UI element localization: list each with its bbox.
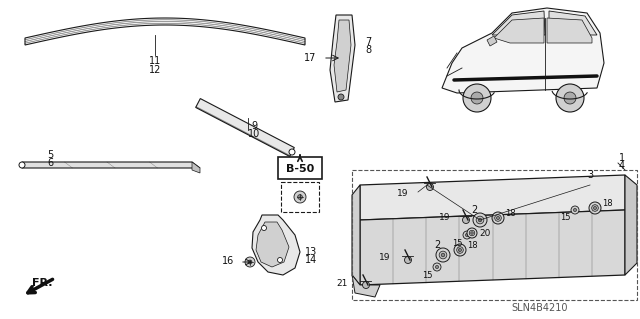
Circle shape: [436, 248, 450, 262]
Text: 6: 6: [47, 158, 53, 168]
Circle shape: [573, 208, 577, 211]
Text: 21: 21: [337, 278, 348, 287]
Circle shape: [458, 249, 461, 251]
Text: 19: 19: [378, 254, 390, 263]
Polygon shape: [360, 175, 625, 220]
Circle shape: [556, 84, 584, 112]
Circle shape: [454, 244, 466, 256]
Text: 13: 13: [305, 247, 317, 257]
Circle shape: [262, 226, 266, 231]
Polygon shape: [625, 175, 637, 275]
Text: 4: 4: [619, 161, 625, 171]
Text: 8: 8: [365, 45, 371, 55]
Circle shape: [404, 256, 412, 263]
Polygon shape: [196, 99, 294, 156]
Polygon shape: [549, 11, 597, 35]
Circle shape: [593, 206, 596, 210]
Polygon shape: [487, 36, 497, 46]
Polygon shape: [547, 18, 592, 43]
Text: 16: 16: [222, 256, 234, 266]
Circle shape: [439, 251, 447, 259]
Circle shape: [245, 257, 255, 267]
Circle shape: [589, 202, 601, 214]
Circle shape: [463, 217, 470, 224]
Circle shape: [278, 257, 282, 263]
Circle shape: [465, 234, 468, 237]
Circle shape: [467, 228, 477, 238]
Polygon shape: [192, 162, 200, 173]
Text: 5: 5: [47, 150, 53, 160]
Polygon shape: [352, 275, 380, 297]
Circle shape: [463, 231, 471, 239]
Polygon shape: [494, 18, 544, 43]
Text: B-50: B-50: [286, 164, 314, 174]
Text: 19: 19: [397, 189, 408, 198]
Text: 10: 10: [248, 129, 260, 139]
Polygon shape: [442, 8, 604, 93]
Text: 7: 7: [365, 37, 371, 47]
Text: 2: 2: [471, 205, 477, 215]
Text: FR.: FR.: [32, 278, 52, 288]
Text: 18: 18: [467, 241, 477, 249]
Circle shape: [476, 216, 484, 224]
Text: 19: 19: [438, 213, 450, 222]
Text: 18: 18: [602, 198, 612, 207]
FancyBboxPatch shape: [278, 157, 322, 179]
Circle shape: [571, 206, 579, 214]
Circle shape: [248, 260, 252, 264]
Text: 12: 12: [149, 65, 161, 75]
Polygon shape: [330, 15, 355, 102]
Circle shape: [298, 195, 302, 199]
Polygon shape: [252, 215, 300, 275]
Circle shape: [492, 212, 504, 224]
Circle shape: [495, 215, 501, 221]
Polygon shape: [352, 185, 360, 285]
Text: SLN4B4210: SLN4B4210: [512, 303, 568, 313]
Circle shape: [463, 84, 491, 112]
Circle shape: [457, 247, 463, 253]
Circle shape: [289, 149, 295, 155]
Text: 14: 14: [305, 255, 317, 265]
Circle shape: [478, 218, 482, 222]
Circle shape: [362, 281, 369, 288]
Circle shape: [592, 205, 598, 211]
Text: 9: 9: [251, 121, 257, 131]
Circle shape: [471, 232, 473, 234]
Circle shape: [294, 191, 306, 203]
Polygon shape: [360, 210, 625, 285]
Circle shape: [338, 94, 344, 100]
Text: 18: 18: [505, 209, 515, 218]
Polygon shape: [25, 18, 305, 45]
Text: 15: 15: [422, 271, 432, 279]
Polygon shape: [334, 20, 351, 92]
Polygon shape: [22, 162, 200, 168]
Circle shape: [433, 263, 441, 271]
Circle shape: [435, 265, 438, 269]
Circle shape: [564, 92, 576, 104]
Text: 17: 17: [304, 53, 316, 63]
Text: 1: 1: [619, 153, 625, 163]
Text: 2: 2: [434, 240, 440, 250]
Circle shape: [469, 230, 475, 236]
Circle shape: [473, 213, 487, 227]
Circle shape: [426, 183, 433, 190]
Polygon shape: [256, 222, 289, 267]
Polygon shape: [492, 11, 545, 35]
Text: 3: 3: [587, 170, 593, 180]
Circle shape: [497, 217, 499, 219]
Text: 11: 11: [149, 56, 161, 66]
Circle shape: [19, 162, 25, 168]
Circle shape: [441, 253, 445, 257]
FancyBboxPatch shape: [281, 182, 319, 212]
Text: 20: 20: [479, 228, 491, 238]
Circle shape: [471, 92, 483, 104]
Text: 15: 15: [560, 213, 570, 222]
Text: 15: 15: [452, 239, 462, 248]
